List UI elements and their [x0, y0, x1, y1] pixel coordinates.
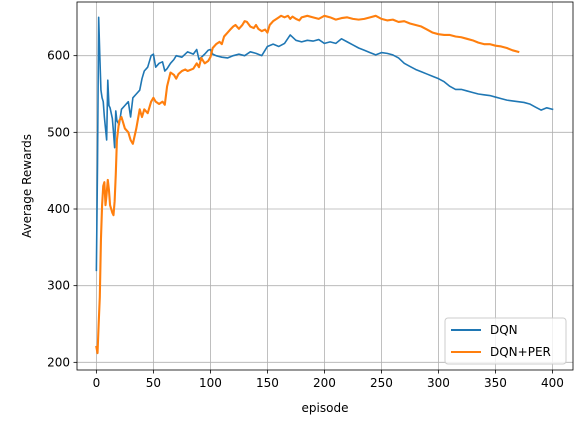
x-tick-label: 100 — [199, 376, 222, 390]
legend-label-dqn-per: DQN+PER — [490, 345, 551, 359]
y-tick-label: 500 — [47, 125, 70, 139]
x-tick-label: 400 — [541, 376, 564, 390]
x-tick-label: 250 — [370, 376, 393, 390]
x-tick-label: 350 — [484, 376, 507, 390]
legend-label-dqn: DQN — [490, 323, 518, 337]
y-tick-label: 600 — [47, 49, 70, 63]
y-tick-label: 300 — [47, 279, 70, 293]
x-tick-label: 150 — [256, 376, 279, 390]
x-axis-label: episode — [302, 401, 349, 415]
x-tick-label: 300 — [427, 376, 450, 390]
x-tick-label: 50 — [146, 376, 161, 390]
y-tick-label: 200 — [47, 355, 70, 369]
x-tick-label: 200 — [313, 376, 336, 390]
y-tick-label: 400 — [47, 202, 70, 216]
legend: DQN DQN+PER — [445, 318, 566, 364]
x-tick-label: 0 — [93, 376, 101, 390]
y-axis-label: Average Rewards — [20, 134, 34, 238]
